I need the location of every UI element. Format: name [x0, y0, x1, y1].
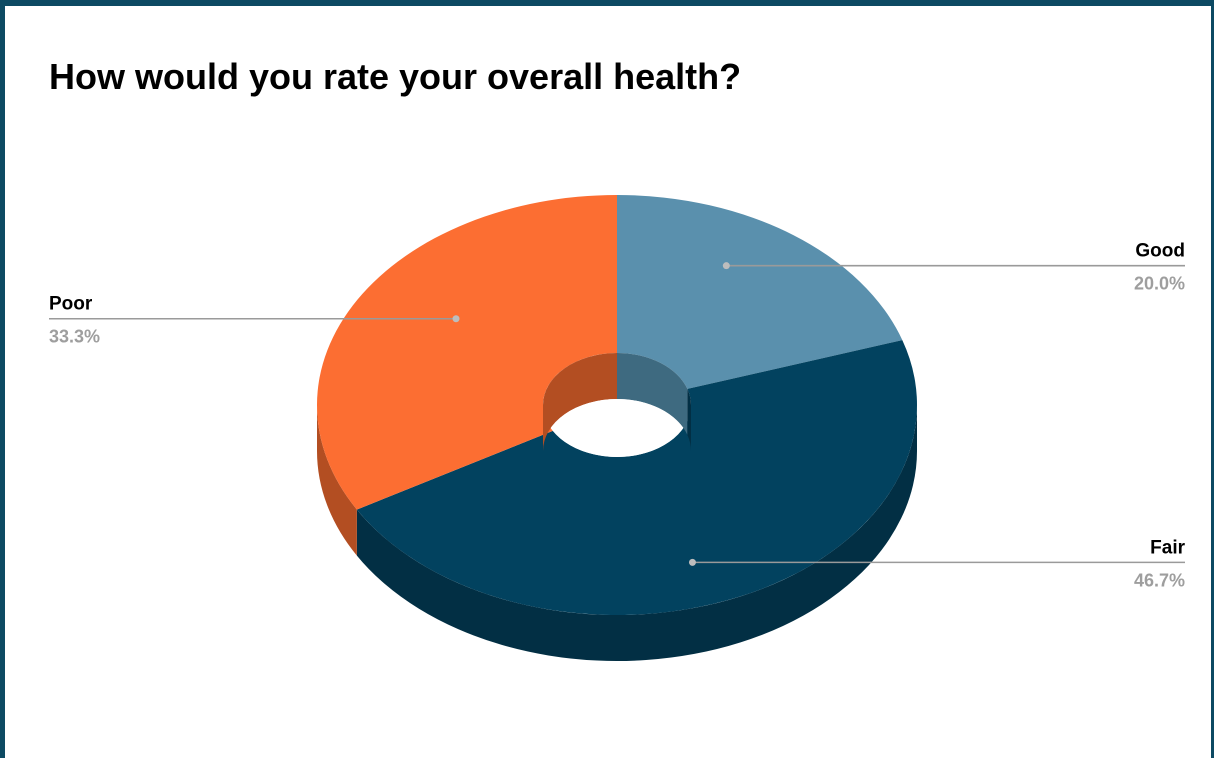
slice-value-fair: 46.7%	[1134, 570, 1185, 590]
donut-hole	[543, 399, 691, 457]
leader-dot-good	[722, 262, 730, 270]
slice-poor	[316, 195, 617, 510]
hole-wall-fair	[687, 388, 691, 451]
slice-value-good: 20.0%	[1134, 274, 1185, 294]
chart-title: How would you rate your overall health?	[49, 56, 742, 97]
hole-wall-poor	[543, 353, 617, 451]
slice-label-poor: Poor	[49, 294, 93, 315]
hole-wall-good	[617, 353, 688, 435]
slice-value-poor: 33.3%	[49, 327, 100, 347]
donut-chart: Good 20.0% Fair 46.7% Poor 33.3%	[49, 195, 1186, 661]
slice-fair	[356, 340, 918, 616]
slice-good	[617, 195, 903, 389]
slice-label-fair: Fair	[1150, 537, 1185, 558]
leader-dot-poor	[452, 315, 460, 323]
slice-side-poor	[317, 405, 357, 556]
slice-label-good: Good	[1135, 241, 1185, 262]
slice-side-fair	[356, 405, 917, 661]
leader-dot-fair	[688, 558, 696, 566]
